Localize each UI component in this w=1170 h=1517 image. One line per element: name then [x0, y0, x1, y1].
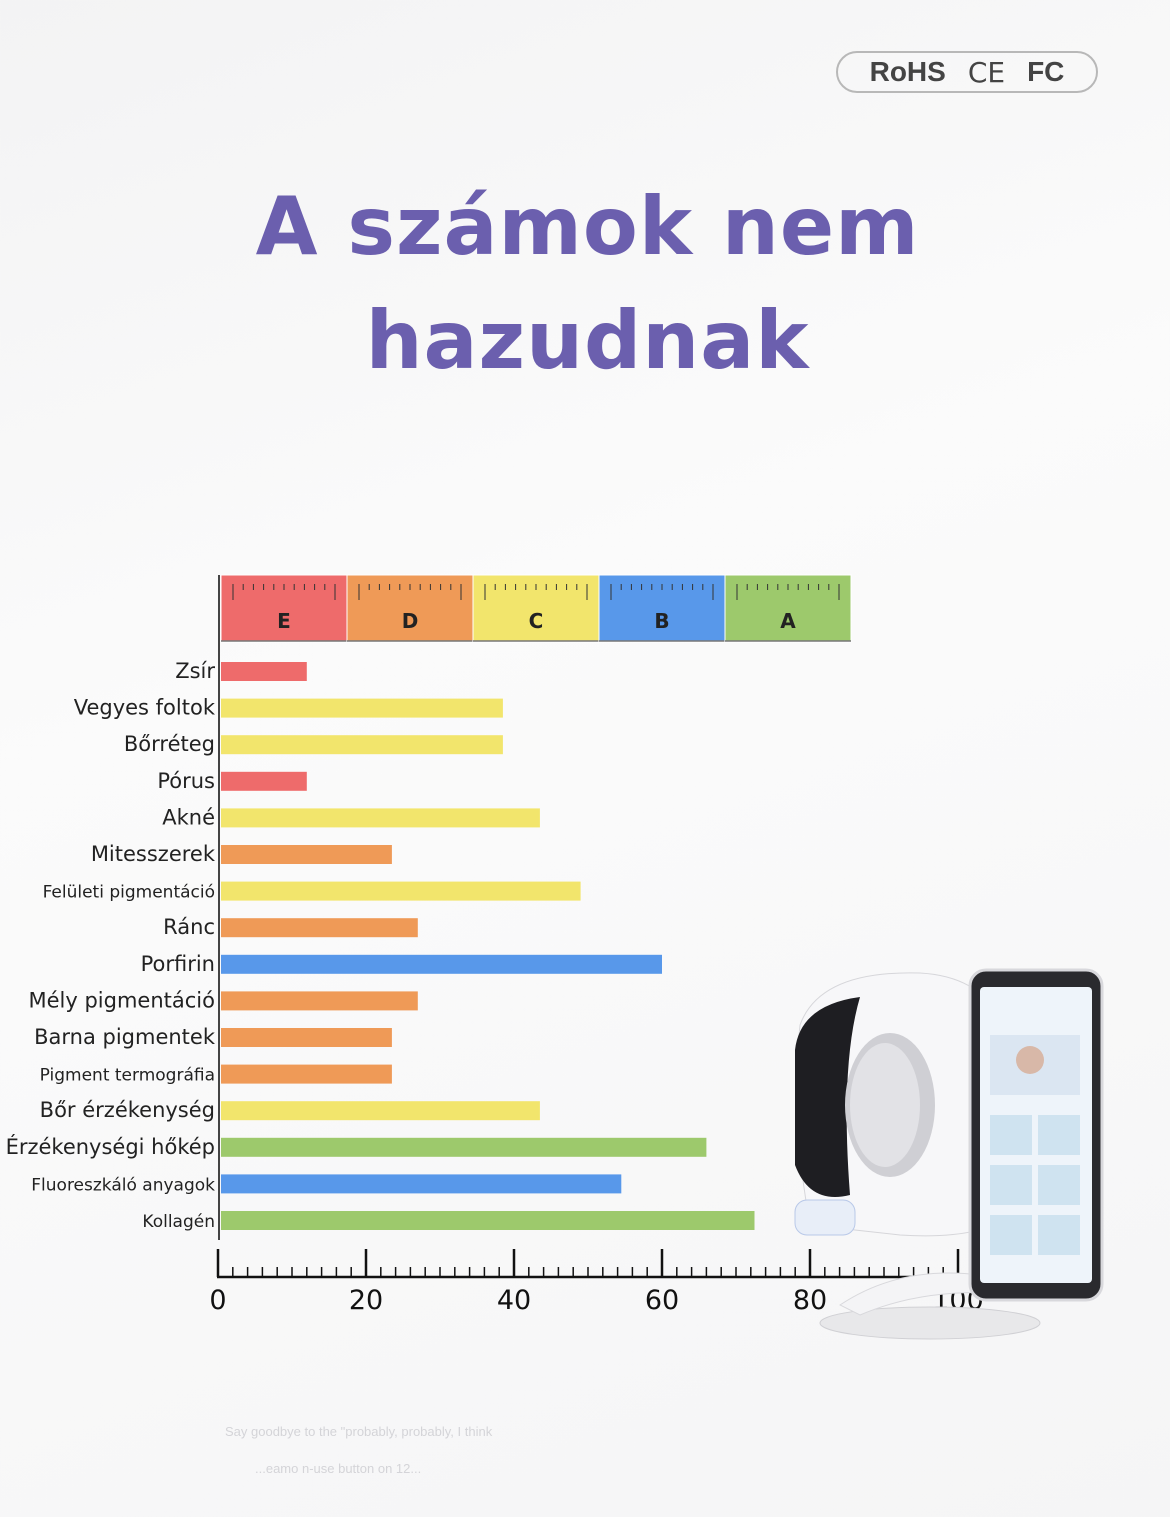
category-label: Barna pigmentek	[34, 1025, 216, 1049]
bar-10	[221, 1028, 392, 1047]
bar-11	[221, 1064, 392, 1084]
bar-12	[221, 1101, 540, 1121]
bar-15	[221, 1211, 755, 1230]
category-label: Zsír	[175, 659, 215, 683]
category-label: Vegyes foltok	[74, 696, 216, 720]
x-tick-label: 0	[209, 1285, 226, 1316]
x-tick-label: 60	[645, 1285, 679, 1316]
faint-footer-text-1: Say goodbye to the "probably, probably, …	[225, 1424, 493, 1439]
bar-4	[221, 808, 540, 828]
grade-label-B: B	[654, 609, 669, 633]
category-label: Fluoreszkáló anyagok	[31, 1175, 215, 1195]
category-label: Mély pigmentáció	[29, 988, 216, 1012]
grade-label-E: E	[277, 609, 291, 633]
category-label: Akné	[162, 805, 215, 829]
category-label: Ránc	[163, 915, 215, 939]
category-label: Pórus	[157, 769, 215, 793]
bar-9	[221, 991, 418, 1011]
skin-analyzer-device-image	[794, 968, 1104, 1340]
x-tick-label: 40	[497, 1285, 531, 1316]
category-label: Pigment termográfia	[40, 1066, 215, 1086]
title-line-2: hazudnak	[365, 294, 810, 387]
category-label: Mitesszerek	[91, 842, 216, 866]
certification-badge: RoHS CE FC	[836, 51, 1098, 93]
category-label: Porfirin	[141, 952, 215, 976]
category-label: Kollagén	[142, 1212, 215, 1232]
bar-3	[221, 771, 307, 791]
bar-1	[221, 698, 503, 718]
category-label: Bőrréteg	[124, 732, 215, 756]
bar-5	[221, 845, 392, 864]
fcc-mark: FC	[1027, 56, 1065, 87]
ce-mark: CE	[967, 55, 1006, 89]
bar-2	[221, 735, 503, 755]
category-label: Bőr érzékenység	[40, 1098, 215, 1122]
x-tick-label: 80	[793, 1285, 827, 1316]
bar-7	[221, 918, 418, 938]
faint-footer-text-2: ...eamo n-use button on 12...	[255, 1461, 422, 1476]
bar-13	[221, 1137, 707, 1157]
bar-8	[221, 954, 662, 974]
grade-label-A: A	[780, 609, 796, 633]
page-title: A számok nem hazudnak	[0, 170, 1170, 398]
bar-6	[221, 881, 581, 901]
bar-0	[221, 662, 307, 681]
grade-label-C: C	[529, 609, 544, 633]
rohs-mark: RoHS	[869, 56, 946, 87]
grade-label-D: D	[402, 609, 419, 633]
title-line-1: A számok nem	[255, 180, 920, 273]
bar-14	[221, 1174, 622, 1194]
category-label: Felületi pigmentáció	[43, 883, 215, 903]
x-tick-label: 20	[349, 1285, 383, 1316]
category-label: Érzékenységi hőkép	[6, 1134, 215, 1159]
